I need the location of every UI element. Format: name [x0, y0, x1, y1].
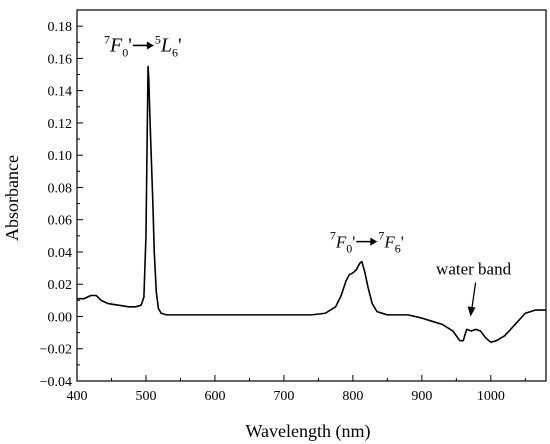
peak2-transition-label: 7F0' — [330, 229, 355, 256]
annotations: 7F0' 5L6' 7F0' 7F6' water band — [104, 32, 512, 317]
water-band-arrowhead — [467, 306, 476, 317]
water-band-arrow — [470, 282, 477, 311]
y-tick-label: 0.04 — [48, 246, 73, 261]
absorbance-series-line — [77, 65, 546, 344]
y-tick-label: 0.12 — [48, 117, 73, 132]
y-axis: −0.04 −0.02 0.00 0.02 0.04 0.06 0.08 0.10 0.12 0.… — [40, 20, 83, 390]
y-tick-label: 0.14 — [48, 85, 73, 100]
transition-arrowhead — [370, 237, 378, 246]
y-tick-label: 0.08 — [48, 181, 73, 196]
peak1-transition-label: 7F0' — [104, 32, 132, 59]
plot-area — [76, 9, 547, 382]
y-tick-label: −0.02 — [40, 343, 72, 358]
y-tick-label: 0.06 — [48, 214, 73, 229]
peak2-transition-label-target: 7F6' — [378, 229, 403, 256]
water-band-label: water band — [436, 260, 512, 279]
x-tick-label: 800 — [342, 389, 363, 404]
x-tick-label: 600 — [204, 389, 225, 404]
x-tick-label: 400 — [67, 389, 88, 404]
y-tick-label: −0.04 — [40, 375, 72, 390]
peak1-transition-label-target: 5L6' — [155, 32, 182, 59]
x-axis-title: Wavelength (nm) — [245, 421, 370, 442]
x-tick-label: 700 — [273, 389, 294, 404]
y-tick-label: 0.18 — [48, 20, 73, 35]
y-tick-label: 0.00 — [48, 310, 73, 325]
y-tick-label: 0.10 — [48, 149, 73, 164]
plot-frame — [76, 9, 547, 382]
y-tick-label: 0.16 — [48, 52, 73, 67]
transition-arrowhead — [146, 41, 154, 50]
x-tick-label: 1000 — [477, 389, 505, 404]
x-tick-label: 500 — [135, 389, 156, 404]
x-tick-label: 900 — [411, 389, 432, 404]
y-axis-title: Absorbance — [2, 155, 22, 241]
y-tick-label: 0.02 — [48, 278, 73, 293]
x-axis: 400 500 600 700 800 900 1000 — [67, 375, 526, 404]
